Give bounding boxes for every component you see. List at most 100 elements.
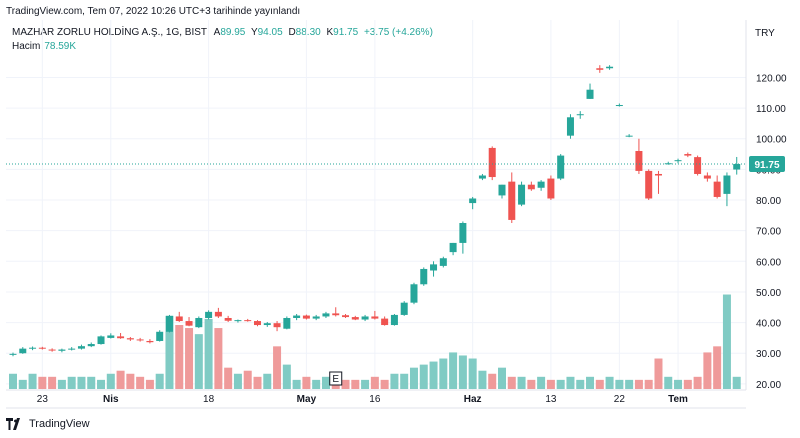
candle-body xyxy=(156,331,164,341)
tradingview-logo-icon xyxy=(6,418,20,430)
candle-body xyxy=(107,335,115,338)
close-label: K xyxy=(326,27,334,38)
candle-body xyxy=(449,242,457,253)
volume-bar xyxy=(175,325,184,389)
volume-bar xyxy=(18,379,27,389)
volume-bar xyxy=(370,376,379,389)
y-tick-label: 40.00 xyxy=(756,319,781,330)
open-value: 89.95 xyxy=(220,27,246,38)
volume-bar xyxy=(243,370,252,389)
earnings-event-label: E xyxy=(332,374,339,385)
volume-bar xyxy=(263,373,272,389)
candle-body xyxy=(410,284,418,303)
low-label: D xyxy=(288,27,296,38)
candle-body xyxy=(703,175,711,179)
candle-body xyxy=(420,268,428,285)
volume-bar xyxy=(400,373,409,389)
candle-body xyxy=(518,184,526,205)
y-tick-label: 80.00 xyxy=(756,196,781,207)
volume-bar xyxy=(380,379,389,389)
candle-body xyxy=(635,150,643,171)
volume-bar xyxy=(478,370,487,389)
volume-bar xyxy=(595,379,604,389)
candle-body xyxy=(68,348,76,350)
volume-bar xyxy=(224,367,233,389)
candle-body xyxy=(293,315,301,318)
candle-body xyxy=(87,344,95,347)
volume-bar xyxy=(77,376,86,389)
x-tick-label: Haz xyxy=(464,394,482,405)
volume-bar xyxy=(341,379,350,389)
candle-body xyxy=(165,315,173,332)
candle-body xyxy=(302,315,310,319)
volume-bar xyxy=(302,376,311,389)
volume-bar xyxy=(703,352,712,389)
volume-bar xyxy=(194,334,203,389)
volume-bar xyxy=(155,373,164,389)
candle-body xyxy=(596,68,604,70)
volume-bar xyxy=(566,376,575,389)
volume-bar xyxy=(97,379,106,389)
candle-body xyxy=(9,353,17,355)
volume-bar xyxy=(683,379,692,389)
footer-brand[interactable]: TradingView xyxy=(6,418,90,430)
candle-body xyxy=(146,340,154,343)
y-tick-label: 20.00 xyxy=(756,380,781,391)
symbol-name[interactable]: MAZHAR ZORLU HOLDİNG A.Ş., 1G, BIST xyxy=(12,27,207,38)
candle-body xyxy=(586,89,594,99)
candle-body xyxy=(654,173,662,176)
x-tick-label: Nis xyxy=(103,394,119,405)
candle-body xyxy=(615,105,623,107)
y-tick-label: 50.00 xyxy=(756,288,781,299)
candle-body xyxy=(332,313,340,316)
volume-bar xyxy=(351,379,360,389)
candle-body xyxy=(625,135,633,137)
candle-body xyxy=(322,313,330,317)
candle-body xyxy=(400,302,408,315)
candle-body xyxy=(48,349,56,351)
volume-bar xyxy=(556,379,565,389)
candle-body xyxy=(733,164,741,170)
candle-body xyxy=(478,175,486,179)
candle-body xyxy=(205,311,213,318)
candle-body xyxy=(645,170,653,199)
volume-bar xyxy=(116,370,125,389)
last-price-badge xyxy=(749,156,785,173)
published-info: TradingView.com, Tem 07, 2022 10:26 UTC+… xyxy=(6,6,301,17)
candle-body xyxy=(342,315,350,318)
volume-bar xyxy=(185,328,194,389)
candle-body xyxy=(244,320,252,322)
x-tick-label: 16 xyxy=(369,394,381,405)
candle-body xyxy=(694,157,702,174)
ohlc-legend: MAZHAR ZORLU HOLDİNG A.Ş., 1G, BIST A89.… xyxy=(12,27,436,38)
candle-body xyxy=(361,316,369,320)
candle-body xyxy=(713,181,721,197)
open-label: A xyxy=(213,27,221,38)
volume-bar xyxy=(449,352,458,389)
volume-bar xyxy=(693,376,702,389)
candle-body xyxy=(381,318,389,326)
candle-body xyxy=(283,317,291,329)
currency-label: TRY xyxy=(755,28,775,39)
volume-bar xyxy=(527,379,536,389)
candle-body xyxy=(439,258,447,266)
y-tick-label: 60.00 xyxy=(756,257,781,268)
volume-bar xyxy=(145,379,154,389)
volume-bar xyxy=(282,364,291,389)
volume-bar xyxy=(615,379,624,389)
candle-body xyxy=(606,66,614,69)
x-tick-label: May xyxy=(297,394,317,405)
candle-body xyxy=(117,336,125,339)
candle-body xyxy=(488,147,496,178)
x-tick-label: 13 xyxy=(545,394,557,405)
volume-bar xyxy=(605,376,614,389)
high-label: Y xyxy=(250,27,258,38)
candle-body xyxy=(254,321,261,326)
candle-body xyxy=(263,323,271,326)
candle-body xyxy=(469,198,477,204)
candle-body xyxy=(723,175,731,194)
candle-body xyxy=(185,321,193,326)
candle-body xyxy=(175,316,183,322)
volume-bar xyxy=(517,376,526,389)
